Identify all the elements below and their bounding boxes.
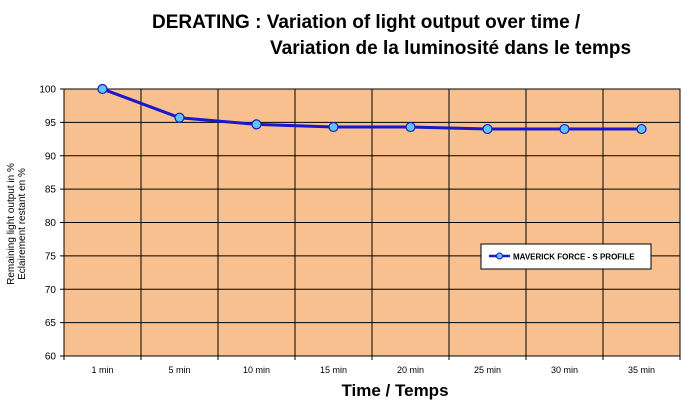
y-axis-label-line-1: Remaining light output in % xyxy=(6,163,17,285)
legend-marker-sample xyxy=(496,252,503,260)
y-tick-label: 85 xyxy=(45,185,57,196)
y-tick-label: 65 xyxy=(45,318,57,329)
data-point xyxy=(174,112,185,123)
y-tick-label: 80 xyxy=(45,218,57,229)
y-axis-label-line-2: Eclairement restant en % xyxy=(17,168,28,280)
legend-entry-label: MAVERICK FORCE - S PROFILE xyxy=(513,253,635,262)
x-tick-label: 1 min xyxy=(91,365,113,375)
data-point xyxy=(559,123,570,135)
y-axis-label: Remaining light output in % Eclairement … xyxy=(6,163,28,285)
y-tick-label: 90 xyxy=(45,151,57,162)
x-axis-label: Time / Temps xyxy=(341,381,448,400)
chart-title-line-1: DERATING : Variation of light output ove… xyxy=(152,12,581,33)
legend: MAVERICK FORCE - S PROFILE xyxy=(480,243,652,270)
y-tick-label: 75 xyxy=(45,251,57,262)
y-tick-label: 70 xyxy=(45,285,57,296)
data-point xyxy=(636,123,647,135)
x-tick-label: 5 min xyxy=(168,365,190,375)
x-tick-label: 30 min xyxy=(551,365,578,375)
data-point xyxy=(482,123,493,135)
y-tick-label: 60 xyxy=(45,352,57,363)
series xyxy=(97,83,647,135)
data-point xyxy=(251,119,262,130)
x-tick-label: 10 min xyxy=(243,365,270,375)
x-tick-label: 15 min xyxy=(320,365,347,375)
x-axis-ticks: 1 min 5 min 10 min 15 min 20 min 25 min 30 min… xyxy=(63,356,681,375)
x-tick-label: 25 min xyxy=(474,365,501,375)
x-tick-label: 35 min xyxy=(628,365,655,375)
y-tick-label: 95 xyxy=(45,118,57,129)
series-line xyxy=(101,87,642,131)
chart-title-line-2: Variation de la luminosité dans le temps xyxy=(270,38,632,59)
y-tick-label: 100 xyxy=(39,85,56,96)
y-axis-ticks: 60 65 70 75 80 85 90 95 100 xyxy=(39,85,64,363)
data-point xyxy=(405,121,416,133)
data-point xyxy=(97,83,108,95)
x-tick-label: 20 min xyxy=(397,365,424,375)
data-point xyxy=(328,121,339,133)
